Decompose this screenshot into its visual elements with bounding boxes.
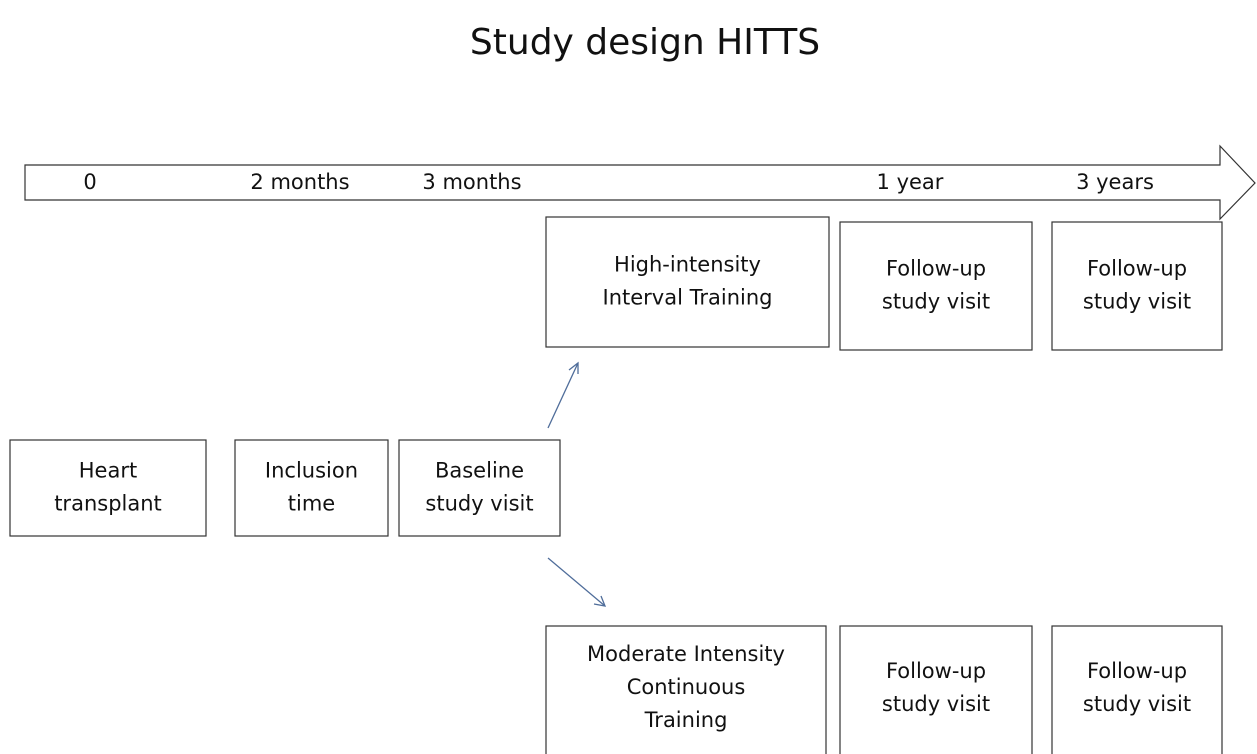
box-label: Moderate Intensity [587,642,785,666]
box [9,439,207,537]
box-label: time [288,492,335,516]
timeline-label: 1 year [877,170,944,194]
arrow-down-head [593,595,607,607]
box [234,439,389,537]
box-label: Training [644,708,728,732]
title: Study design HITTS [470,22,820,63]
box-label: Heart [79,459,137,483]
box-label: Baseline [435,459,524,483]
box-label: Follow-up [886,659,986,683]
box-label: Inclusion [265,459,358,483]
box-label: study visit [1083,290,1191,314]
arrow-down [547,557,606,607]
timeline-label: 0 [83,170,96,194]
box-label: study visit [1083,692,1191,716]
box-label: High-intensity [614,253,761,277]
box-label: study visit [425,492,533,516]
box-label: study visit [882,692,990,716]
box-label: Follow-up [1087,257,1187,281]
box [1051,221,1223,351]
timeline-label: 3 months [422,170,521,194]
box-label: Follow-up [1087,659,1187,683]
arrow-up-head [568,361,579,374]
box [1051,625,1223,754]
box-label: Follow-up [886,257,986,281]
branch-arrows [547,361,607,607]
box [545,216,830,348]
timeline-label: 3 years [1076,170,1154,194]
timeline-arrow [24,144,1256,221]
box-label: Interval Training [603,286,773,310]
box-label: Continuous [627,675,746,699]
box [839,625,1033,754]
arrow-up [547,362,579,429]
box [839,221,1033,351]
box-label: transplant [54,492,162,516]
timeline-label: 2 months [250,170,349,194]
box [398,439,561,537]
box-label: study visit [882,290,990,314]
box [545,625,827,754]
